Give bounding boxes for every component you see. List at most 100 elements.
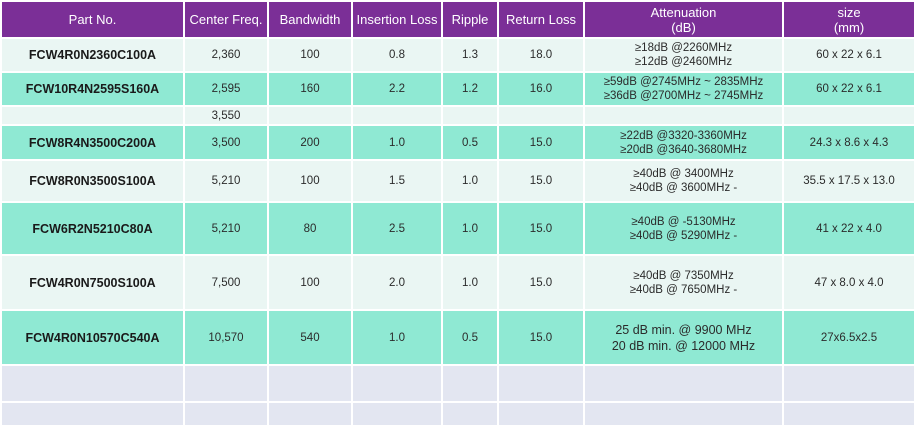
- insertion-loss-cell: [351, 105, 443, 126]
- return-loss-cell: 16.0: [497, 71, 585, 107]
- part-number-cell: FCW6R2N5210C80A: [0, 201, 185, 256]
- bandwidth-cell: 160: [267, 71, 353, 107]
- attenuation-line-1: ≥40dB @ 3400MHz: [633, 168, 734, 180]
- table-row: FCW4R0N2360C100A 2,360 100 0.8 1.3 18.0 …: [0, 37, 914, 73]
- attenuation-line-1: ≥22dB @3320-3360MHz: [620, 129, 747, 142]
- attenuation-cell: ≥40dB @ 7350MHz ≥40dB @ 7650MHz -: [583, 254, 784, 311]
- attenuation-line-2: ≥40dB @ 3600MHz -: [629, 182, 738, 194]
- attenuation-cell: 25 dB min. @ 9900 MHz 20 dB min. @ 12000…: [583, 309, 784, 366]
- center-freq-cell: 2,360: [183, 37, 269, 73]
- header-attenuation-unit: (dB): [671, 19, 696, 35]
- table-row: FCW6R2N5210C80A 5,210 80 2.5 1.0 15.0 ≥4…: [0, 201, 914, 256]
- header-center-freq: Center Freq.: [183, 0, 269, 39]
- ripple-cell: 0.5: [441, 124, 499, 161]
- attenuation-cell: ≥40dB @ -5130MHz ≥40dB @ 5290MHz -: [583, 201, 784, 256]
- insertion-loss-cell: 1.0: [351, 309, 443, 366]
- part-number-cell: FCW4R0N7500S100A: [0, 254, 185, 311]
- empty-cell: [441, 401, 499, 425]
- return-loss-cell: 15.0: [497, 124, 585, 161]
- ripple-cell: 1.0: [441, 201, 499, 256]
- ripple-cell: 0.5: [441, 309, 499, 366]
- bandwidth-cell: 100: [267, 159, 353, 203]
- ripple-cell: 1.0: [441, 254, 499, 311]
- size-cell: 60 x 22 x 6.1: [782, 71, 914, 107]
- attenuation-line-1: ≥40dB @ 7350MHz: [633, 269, 734, 282]
- center-freq-cell: 7,500: [183, 254, 269, 311]
- insertion-loss-cell: 2.5: [351, 201, 443, 256]
- table-row: FCW8R0N3500S100A 5,210 100 1.5 1.0 15.0 …: [0, 159, 914, 203]
- size-cell: 24.3 x 8.6 x 4.3: [782, 124, 914, 161]
- attenuation-line-1: ≥59dB @2745MHz ~ 2835MHz: [603, 76, 764, 88]
- center-freq-cell: 3,500: [183, 124, 269, 161]
- size-cell: 47 x 8.0 x 4.0: [782, 254, 914, 311]
- table-row: 3,550: [0, 105, 914, 126]
- ripple-cell: 1.3: [441, 37, 499, 73]
- bandwidth-cell: 540: [267, 309, 353, 366]
- empty-cell: [441, 364, 499, 403]
- header-row: Part No. Center Freq. Bandwidth Insertio…: [0, 0, 914, 39]
- insertion-loss-cell: 2.0: [351, 254, 443, 311]
- empty-cell: [782, 401, 914, 425]
- return-loss-cell: 15.0: [497, 254, 585, 311]
- return-loss-cell: 15.0: [497, 309, 585, 366]
- bandwidth-cell: [267, 105, 353, 126]
- header-attenuation-label: Attenuation: [650, 4, 717, 20]
- center-freq-cell: 10,570: [183, 309, 269, 366]
- header-size-unit: (mm): [833, 19, 865, 35]
- header-size: size (mm): [782, 0, 914, 39]
- center-freq-cell: 3,550: [183, 105, 269, 126]
- header-insertion-loss: Insertion Loss: [351, 0, 443, 39]
- insertion-loss-cell: 1.5: [351, 159, 443, 203]
- attenuation-line-1: ≥40dB @ -5130MHz: [631, 215, 736, 228]
- table-row: FCW4R0N7500S100A 7,500 100 2.0 1.0 15.0 …: [0, 254, 914, 311]
- attenuation-line-2: ≥36dB @2700MHz ~ 2745MHz: [603, 90, 764, 102]
- attenuation-line-2: ≥12dB @2460MHz: [634, 56, 733, 68]
- empty-cell: [497, 401, 585, 425]
- attenuation-line-2: 20 dB min. @ 12000 MHz: [611, 338, 756, 353]
- empty-cell: [583, 401, 784, 425]
- table-row: FCW8R4N3500C200A 3,500 200 1.0 0.5 15.0 …: [0, 124, 914, 161]
- part-number-cell: FCW8R0N3500S100A: [0, 159, 185, 203]
- empty-cell: [183, 401, 269, 425]
- empty-cell: [0, 364, 185, 403]
- part-number-cell: FCW8R4N3500C200A: [0, 124, 185, 161]
- bandwidth-cell: 200: [267, 124, 353, 161]
- attenuation-cell: ≥59dB @2745MHz ~ 2835MHz ≥36dB @2700MHz …: [583, 71, 784, 107]
- return-loss-cell: 18.0: [497, 37, 585, 73]
- ripple-cell: [441, 105, 499, 126]
- bandwidth-cell: 100: [267, 254, 353, 311]
- bandwidth-cell: 100: [267, 37, 353, 73]
- attenuation-cell: [583, 105, 784, 126]
- header-return-loss: Return Loss: [497, 0, 585, 39]
- header-bandwidth: Bandwidth: [267, 0, 353, 39]
- header-size-label: size: [837, 4, 861, 20]
- empty-cell: [782, 364, 914, 403]
- attenuation-line-1: ≥18dB @2260MHz: [634, 42, 733, 54]
- center-freq-cell: 5,210: [183, 201, 269, 256]
- ripple-cell: 1.0: [441, 159, 499, 203]
- insertion-loss-cell: 1.0: [351, 124, 443, 161]
- empty-cell: [351, 364, 443, 403]
- center-freq-cell: 2,595: [183, 71, 269, 107]
- ripple-cell: 1.2: [441, 71, 499, 107]
- return-loss-cell: 15.0: [497, 159, 585, 203]
- insertion-loss-cell: 0.8: [351, 37, 443, 73]
- empty-row: [0, 401, 914, 425]
- size-cell: [782, 105, 914, 126]
- empty-cell: [351, 401, 443, 425]
- insertion-loss-cell: 2.2: [351, 71, 443, 107]
- attenuation-cell: ≥18dB @2260MHz ≥12dB @2460MHz: [583, 37, 784, 73]
- size-cell: 27x6.5x2.5: [782, 309, 914, 366]
- attenuation-line-1: 25 dB min. @ 9900 MHz: [615, 322, 752, 337]
- empty-cell: [583, 364, 784, 403]
- empty-cell: [497, 364, 585, 403]
- table-row: FCW4R0N10570C540A 10,570 540 1.0 0.5 15.…: [0, 309, 914, 366]
- attenuation-cell: ≥40dB @ 3400MHz ≥40dB @ 3600MHz -: [583, 159, 784, 203]
- attenuation-line-2: ≥40dB @ 7650MHz -: [629, 283, 738, 296]
- center-freq-cell: 5,210: [183, 159, 269, 203]
- part-number-cell: FCW10R4N2595S160A: [0, 71, 185, 107]
- part-number-cell: FCW4R0N2360C100A: [0, 37, 185, 73]
- part-number-cell: [0, 105, 185, 126]
- return-loss-cell: [497, 105, 585, 126]
